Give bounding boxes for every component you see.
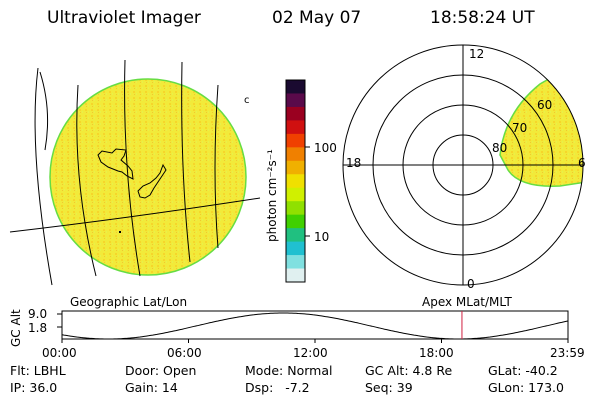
xtick-0000: 00:00: [42, 346, 77, 360]
colorbar-band: [286, 268, 305, 283]
flt-value: Flt: LBHL: [10, 363, 66, 378]
colorbar-unit-label: photon cm⁻²s⁻¹: [265, 149, 279, 242]
mlt-label-12: 12: [469, 47, 485, 61]
glat-value: GLat: -40.2: [488, 363, 558, 378]
colorbar-band: [286, 228, 305, 243]
seq-value: Seq: 39: [365, 380, 413, 395]
gc-alt-value: GC Alt: 4.8 Re: [365, 363, 453, 378]
colorbar-band: [286, 133, 305, 148]
polar-plot: [342, 44, 584, 286]
lat-label-80: 80: [492, 141, 508, 155]
colorbar-band: [286, 147, 305, 162]
lat-label-60: 60: [537, 98, 553, 112]
geographic-label: Geographic Lat/Lon: [70, 295, 188, 309]
earth-image: c: [9, 59, 261, 286]
latitude-line: [9, 197, 261, 233]
mlt-label-18: 18: [346, 156, 362, 170]
xtick-0600: 06:00: [167, 346, 202, 360]
altitude-curve: [61, 312, 569, 340]
instrument-title: Ultraviolet Imager: [47, 8, 201, 28]
mode-value: Mode: Normal: [245, 363, 333, 378]
colorbar-band: [286, 106, 305, 121]
colorbar-tick-10: 10: [314, 230, 330, 244]
colorbar-band: [286, 120, 305, 135]
colorbar: [285, 79, 310, 283]
apex-label: Apex MLat/MLT: [422, 295, 512, 309]
edge-mark: c: [244, 95, 250, 106]
colorbar-band: [286, 174, 305, 189]
time-label: 18:58:24 UT: [430, 8, 535, 28]
date-label: 02 May 07: [272, 8, 362, 28]
altitude-plot: [57, 310, 569, 343]
coastline-australia: [97, 148, 134, 180]
colorbar-tick-100: 100: [314, 141, 337, 155]
colorbar-band: [286, 80, 305, 94]
xtick-1200: 12:00: [293, 346, 328, 360]
ytick-9: 9.0: [28, 307, 48, 321]
dsp-value: Dsp: -7.2: [245, 380, 310, 395]
longitude-lines: [9, 59, 261, 286]
coastline-new-zealand: [137, 163, 167, 199]
colorbar-band: [286, 160, 305, 175]
colorbar-band: [286, 187, 305, 202]
mlt-label-6: 6: [578, 156, 586, 170]
colorbar-band: [286, 255, 305, 270]
mlt-label-0: 0: [467, 277, 475, 291]
colorbar-band: [286, 214, 305, 229]
colorbar-band: [286, 93, 305, 108]
xtick-1800: 18:00: [419, 346, 454, 360]
glon-value: GLon: 173.0: [488, 380, 564, 395]
colorbar-band: [286, 241, 305, 256]
xtick-2359: 23:59: [550, 346, 585, 360]
gc-alt-axis-label: GC Alt: [9, 309, 23, 347]
colorbar-band: [286, 201, 305, 216]
door-value: Door: Open: [125, 363, 197, 378]
lat-label-70: 70: [512, 121, 528, 135]
ytick-1-8: 1.8: [28, 321, 48, 335]
gain-value: Gain: 14: [125, 380, 178, 395]
island-dot: [119, 231, 121, 233]
ip-value: IP: 36.0: [10, 380, 58, 395]
